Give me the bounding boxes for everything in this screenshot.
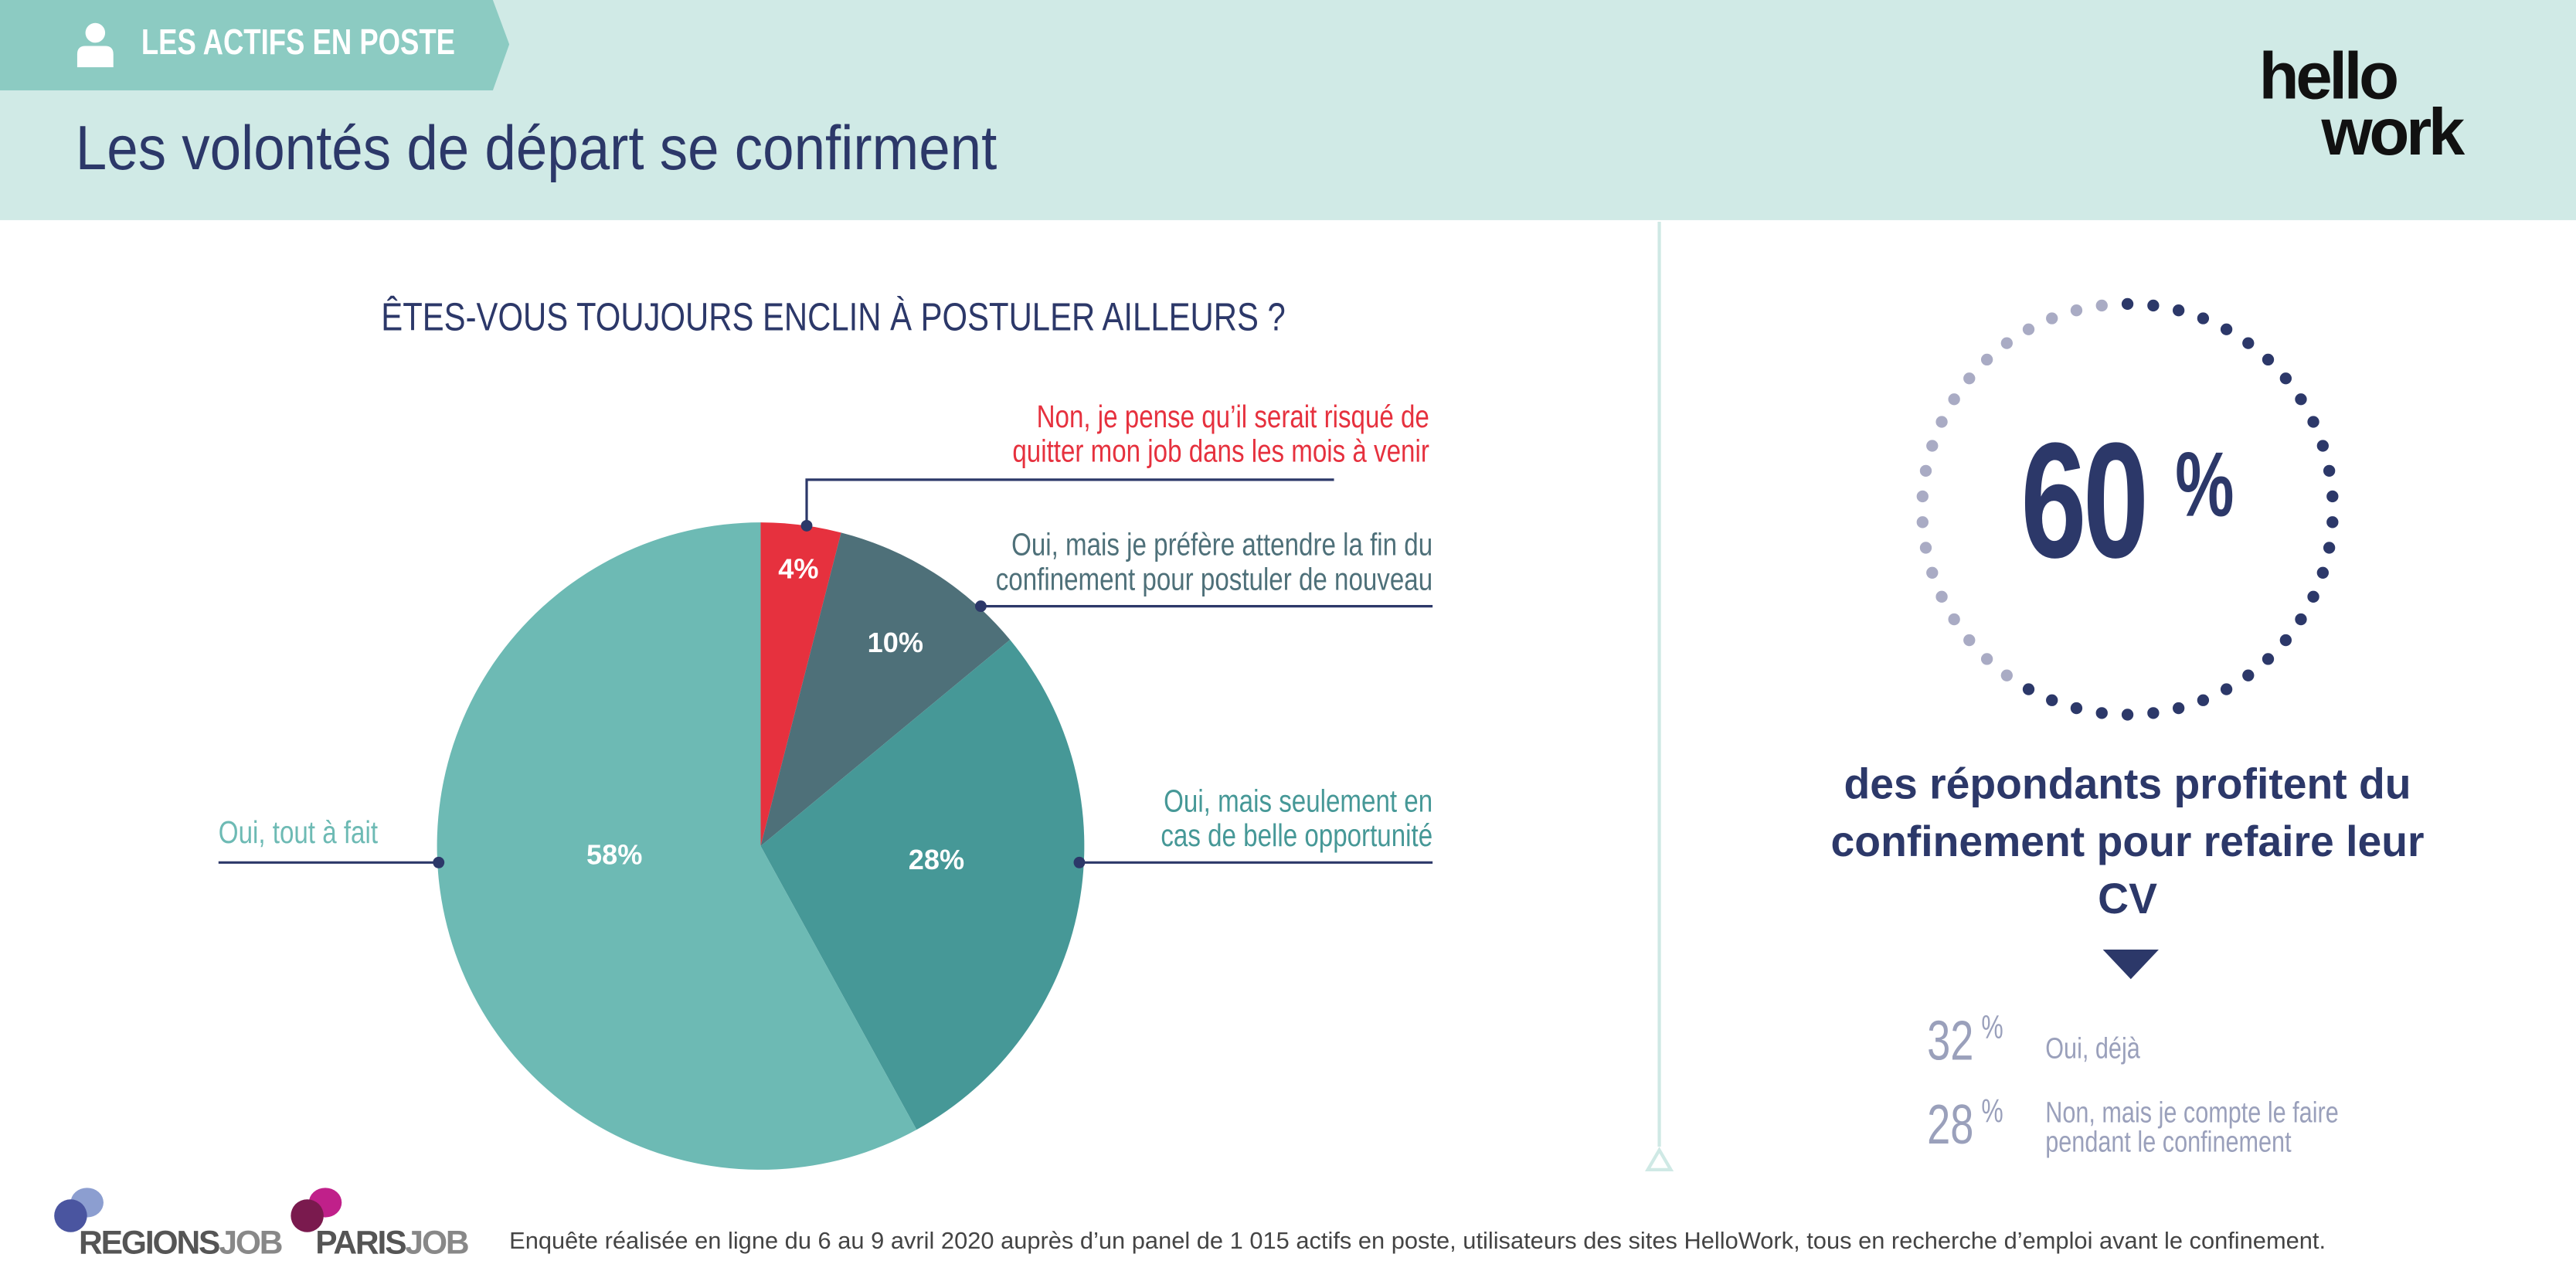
- parisjob-bubbles-icon: [291, 1188, 342, 1232]
- section-tag-label: LES ACTIFS EN POSTE: [141, 21, 456, 63]
- arrow-down-icon: [2102, 950, 2159, 980]
- pie-slice-3: [437, 522, 917, 1170]
- ring-dot: [2000, 337, 2013, 349]
- ring-dot: [1948, 393, 1960, 406]
- section-tag: LES ACTIFS EN POSTE: [0, 0, 510, 90]
- ring-dot: [2295, 613, 2307, 626]
- parisjob-logo: PARISJOB: [315, 1225, 469, 1262]
- ring-dot: [1916, 516, 1929, 528]
- ring-dot: [2070, 702, 2083, 715]
- ring-dot: [2046, 694, 2058, 706]
- ring-dot: [2046, 312, 2058, 325]
- leader-line-0: [805, 478, 1334, 526]
- person-icon: [76, 22, 114, 68]
- ring-dot: [2279, 634, 2292, 647]
- ring-dot: [2220, 323, 2233, 335]
- label-slice-0: Non, je pense qu’il serait risqué de quit…: [1012, 400, 1429, 471]
- leader-dot-3: [433, 856, 445, 868]
- regionsjob-bubbles-icon: [54, 1188, 104, 1232]
- leader-dot-0: [800, 519, 813, 532]
- ring-dot: [2022, 323, 2035, 335]
- ring-dot: [2326, 516, 2339, 528]
- value-label-28: 28%: [908, 844, 965, 876]
- header-band: LES ACTIFS EN POSTE Les volontés de dépa…: [0, 0, 2576, 220]
- ring-dot: [2323, 464, 2336, 477]
- ring-dot: [1980, 653, 1993, 665]
- ring-dot: [2307, 416, 2319, 428]
- hellowork-logo: hello work: [2258, 41, 2466, 170]
- ring-dot: [2262, 653, 2275, 665]
- dotted-progress-ring: [1916, 297, 2339, 721]
- ring-dot: [2000, 669, 2013, 681]
- ring-dot: [2323, 542, 2336, 554]
- ring-dot: [2242, 669, 2255, 681]
- regionsjob-logo: REGIONSJOB: [79, 1225, 283, 1262]
- ring-dot: [1963, 634, 1976, 647]
- label-slice-1: Oui, mais je préfère attendre la fin du c…: [995, 528, 1433, 598]
- ring-dot: [2147, 707, 2160, 719]
- ring-dot: [2095, 299, 2108, 312]
- ring-dot: [2262, 353, 2275, 366]
- ring-dot: [2121, 297, 2134, 311]
- divider: [1644, 222, 1674, 1172]
- ring-dot: [1980, 353, 1993, 366]
- ring-dot: [2173, 702, 2185, 715]
- ring-dot: [2070, 304, 2083, 317]
- ring-dot: [1916, 490, 1929, 503]
- stat-description: des répondants profitent du confinement …: [1830, 759, 2425, 923]
- ring-dot: [2173, 304, 2185, 317]
- pie-slice-2: [760, 640, 1085, 1130]
- ring-dot: [1948, 613, 1960, 626]
- ring-dot: [2242, 337, 2255, 349]
- ring-dot: [1919, 542, 1932, 554]
- label-slice-3: Oui, tout à fait: [218, 816, 379, 851]
- ring-dot: [2326, 490, 2339, 503]
- ring-dot: [2095, 707, 2108, 719]
- value-label-10: 10%: [867, 627, 924, 659]
- pie-slice-0: [760, 522, 841, 847]
- ring-dot: [2279, 372, 2292, 385]
- stat-value: 60: [2020, 409, 2149, 593]
- ring-dot: [2197, 694, 2210, 706]
- ring-dot: [2295, 393, 2307, 406]
- chart-title: ÊTES-VOUS TOUJOURS ENCLIN À POSTULER AIL…: [381, 295, 1286, 341]
- leader-dot-1: [974, 600, 987, 613]
- ring-dot: [2121, 709, 2134, 721]
- ring-dot: [2316, 440, 2329, 452]
- page-title: Les volontés de départ se confirment: [75, 114, 997, 185]
- ring-dot: [1963, 372, 1976, 385]
- ring-dot: [2022, 683, 2035, 695]
- ring-dot: [1935, 416, 1948, 428]
- ring-dot: [2307, 590, 2319, 603]
- ring-dot: [1926, 440, 1939, 452]
- footer-note: Enquête réalisée en ligne du 6 au 9 avri…: [509, 1229, 2326, 1256]
- value-label-4: 4%: [778, 553, 819, 585]
- pie-slice-1: [760, 532, 1011, 847]
- leader-dot-2: [1073, 856, 1086, 868]
- ring-dot: [1926, 566, 1939, 579]
- value-label-58: 58%: [586, 839, 643, 871]
- ring-dot: [2316, 566, 2329, 579]
- stat-unit: %: [2175, 432, 2234, 536]
- ring-dot: [2220, 683, 2233, 695]
- ring-dot: [1935, 590, 1948, 603]
- label-slice-2: Oui, mais seulement en cas de belle oppor…: [1161, 785, 1433, 855]
- ring-dot: [2197, 312, 2210, 325]
- ring-dot: [2147, 299, 2160, 312]
- ring-dot: [1919, 464, 1932, 477]
